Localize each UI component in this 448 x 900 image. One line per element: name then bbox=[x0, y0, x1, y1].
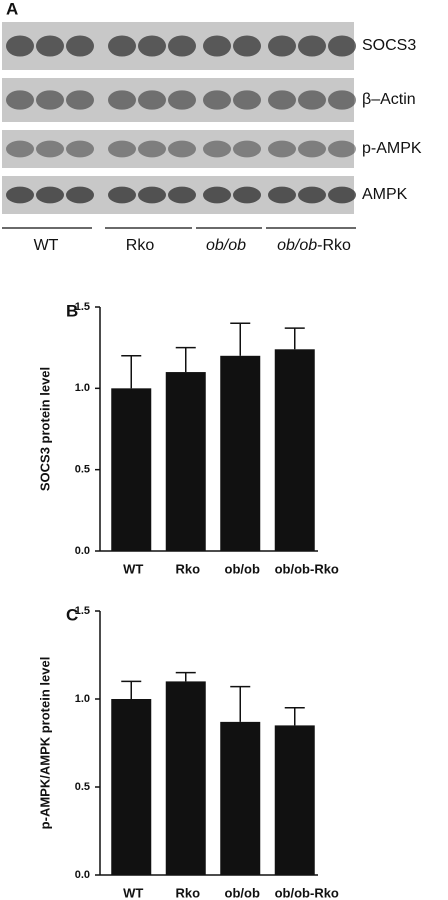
blot-band bbox=[6, 140, 34, 158]
panel-label: A bbox=[6, 0, 18, 18]
x-tick-label: Rko bbox=[175, 885, 200, 900]
blot-band bbox=[233, 186, 261, 204]
blot-band bbox=[328, 90, 356, 110]
x-tick-label: ob/ob-Rko bbox=[275, 561, 339, 576]
blot-band bbox=[66, 140, 94, 158]
bar bbox=[111, 388, 152, 551]
x-tick-label: ob/ob bbox=[225, 885, 260, 900]
y-tick-label: 0.0 bbox=[75, 545, 90, 557]
blot-band bbox=[328, 186, 356, 204]
blot-band bbox=[66, 90, 94, 110]
x-tick-label: ob/ob-Rko bbox=[275, 885, 339, 900]
blot-band bbox=[168, 90, 196, 110]
y-tick-label: 0.5 bbox=[75, 781, 90, 793]
blot-band bbox=[203, 35, 231, 57]
x-tick-label: WT bbox=[123, 885, 143, 900]
blot-band bbox=[168, 140, 196, 158]
blot-band bbox=[6, 35, 34, 57]
x-tick-label: WT bbox=[123, 561, 143, 576]
blot-row-label: AMPK bbox=[362, 186, 408, 203]
y-axis-label: p-AMPK/AMPK protein level bbox=[37, 657, 52, 830]
blot-band bbox=[138, 35, 166, 57]
blot-band bbox=[268, 186, 296, 204]
blot-band bbox=[298, 90, 326, 110]
group-label-part: Rko bbox=[126, 237, 155, 254]
blot-row-label: p-AMPK bbox=[362, 140, 422, 157]
y-axis-label: SOCS3 protein level bbox=[37, 367, 52, 491]
bar bbox=[111, 699, 152, 875]
blot-band bbox=[203, 140, 231, 158]
group-label: WT bbox=[34, 237, 59, 254]
blot-band bbox=[36, 140, 64, 158]
group-label-part: ob/ob bbox=[206, 237, 246, 254]
blot-band bbox=[6, 186, 34, 204]
bar bbox=[165, 372, 206, 551]
blot-band bbox=[328, 140, 356, 158]
group-label: Rko bbox=[126, 237, 155, 254]
blot-row-label: SOCS3 bbox=[362, 37, 416, 54]
blot-band bbox=[203, 186, 231, 204]
blot-band bbox=[168, 35, 196, 57]
group-label-part: ob/ob bbox=[277, 237, 317, 254]
blot-band bbox=[268, 90, 296, 110]
bar bbox=[165, 681, 206, 875]
blot-band bbox=[36, 35, 64, 57]
group-label-part: WT bbox=[34, 237, 59, 254]
x-tick-label: Rko bbox=[175, 561, 200, 576]
group-label: ob/ob bbox=[206, 237, 246, 254]
blot-band bbox=[108, 140, 136, 158]
y-tick-label: 1.0 bbox=[75, 382, 90, 394]
y-tick-label: 0.5 bbox=[75, 464, 90, 476]
blot-band bbox=[66, 186, 94, 204]
bar bbox=[220, 355, 261, 551]
panel-label: C bbox=[66, 605, 78, 624]
blot-band bbox=[138, 140, 166, 158]
blot-band bbox=[138, 186, 166, 204]
blot-row-label: β–Actin bbox=[362, 91, 416, 108]
blot-band bbox=[233, 35, 261, 57]
blot-band bbox=[233, 90, 261, 110]
blot-band bbox=[298, 186, 326, 204]
x-tick-label: ob/ob bbox=[225, 561, 260, 576]
y-tick-label: 1.5 bbox=[75, 301, 90, 313]
blot-band bbox=[203, 90, 231, 110]
y-tick-label: 1.0 bbox=[75, 693, 90, 705]
blot-band bbox=[66, 35, 94, 57]
bar bbox=[274, 349, 315, 551]
y-tick-label: 0.0 bbox=[75, 869, 90, 881]
blot-band bbox=[328, 35, 356, 57]
bar bbox=[274, 725, 315, 875]
blot-band bbox=[298, 35, 326, 57]
blot-band bbox=[268, 35, 296, 57]
blot-band bbox=[36, 186, 64, 204]
blot-band bbox=[168, 186, 196, 204]
blot-band bbox=[138, 90, 166, 110]
blot-band bbox=[36, 90, 64, 110]
blot-band bbox=[268, 140, 296, 158]
y-tick-label: 1.5 bbox=[75, 605, 90, 617]
panel-label: B bbox=[66, 301, 78, 320]
blot-band bbox=[298, 140, 326, 158]
blot-band bbox=[6, 90, 34, 110]
group-label: ob/ob-Rko bbox=[277, 237, 351, 254]
blot-band bbox=[108, 186, 136, 204]
bar bbox=[220, 721, 261, 875]
blot-band bbox=[108, 90, 136, 110]
blot-band bbox=[108, 35, 136, 57]
group-label-part: -Rko bbox=[317, 237, 351, 254]
blot-band bbox=[233, 140, 261, 158]
